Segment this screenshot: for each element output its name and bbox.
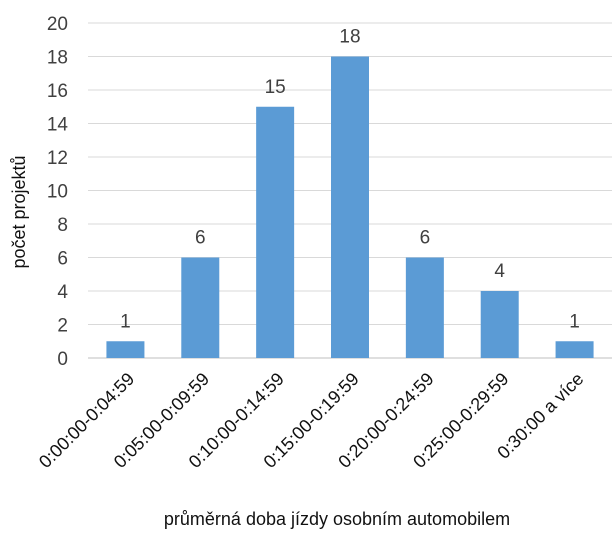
y-tick-label: 2 bbox=[57, 316, 68, 337]
x-axis-categories: 0:00:00-0:04:590:05:00-0:09:590:10:00-0:… bbox=[35, 369, 587, 472]
data-label: 6 bbox=[195, 228, 206, 249]
y-tick-label: 12 bbox=[47, 148, 68, 169]
data-label: 1 bbox=[120, 311, 131, 332]
y-axis-label: počet projektů bbox=[9, 155, 29, 268]
data-label: 15 bbox=[265, 77, 286, 98]
y-tick-label: 14 bbox=[47, 115, 69, 136]
y-tick-label: 10 bbox=[47, 182, 68, 203]
data-label: 18 bbox=[339, 27, 360, 48]
data-label: 1 bbox=[569, 311, 580, 332]
bars bbox=[106, 56, 594, 358]
y-tick-label: 6 bbox=[57, 249, 68, 270]
data-labels: 1 6 15 18 6 4 1 bbox=[120, 27, 580, 333]
y-tick-label: 18 bbox=[47, 48, 68, 69]
y-tick-label: 0 bbox=[57, 349, 68, 370]
y-tick-label: 8 bbox=[57, 215, 68, 236]
bar bbox=[331, 56, 369, 358]
y-tick-label: 16 bbox=[47, 81, 68, 102]
bar bbox=[405, 257, 444, 358]
bar bbox=[555, 341, 594, 358]
data-label: 6 bbox=[420, 228, 431, 249]
bar bbox=[256, 106, 295, 358]
y-axis-ticks: 0 2 4 6 8 10 12 14 16 18 20 bbox=[47, 14, 69, 370]
bar bbox=[181, 257, 220, 358]
bar bbox=[480, 291, 519, 358]
y-tick-label: 20 bbox=[47, 14, 68, 35]
x-axis-label: průměrná doba jízdy osobním automobilem bbox=[164, 509, 510, 529]
y-tick-label: 4 bbox=[57, 282, 68, 303]
bar bbox=[106, 341, 145, 358]
data-label: 4 bbox=[494, 261, 505, 282]
